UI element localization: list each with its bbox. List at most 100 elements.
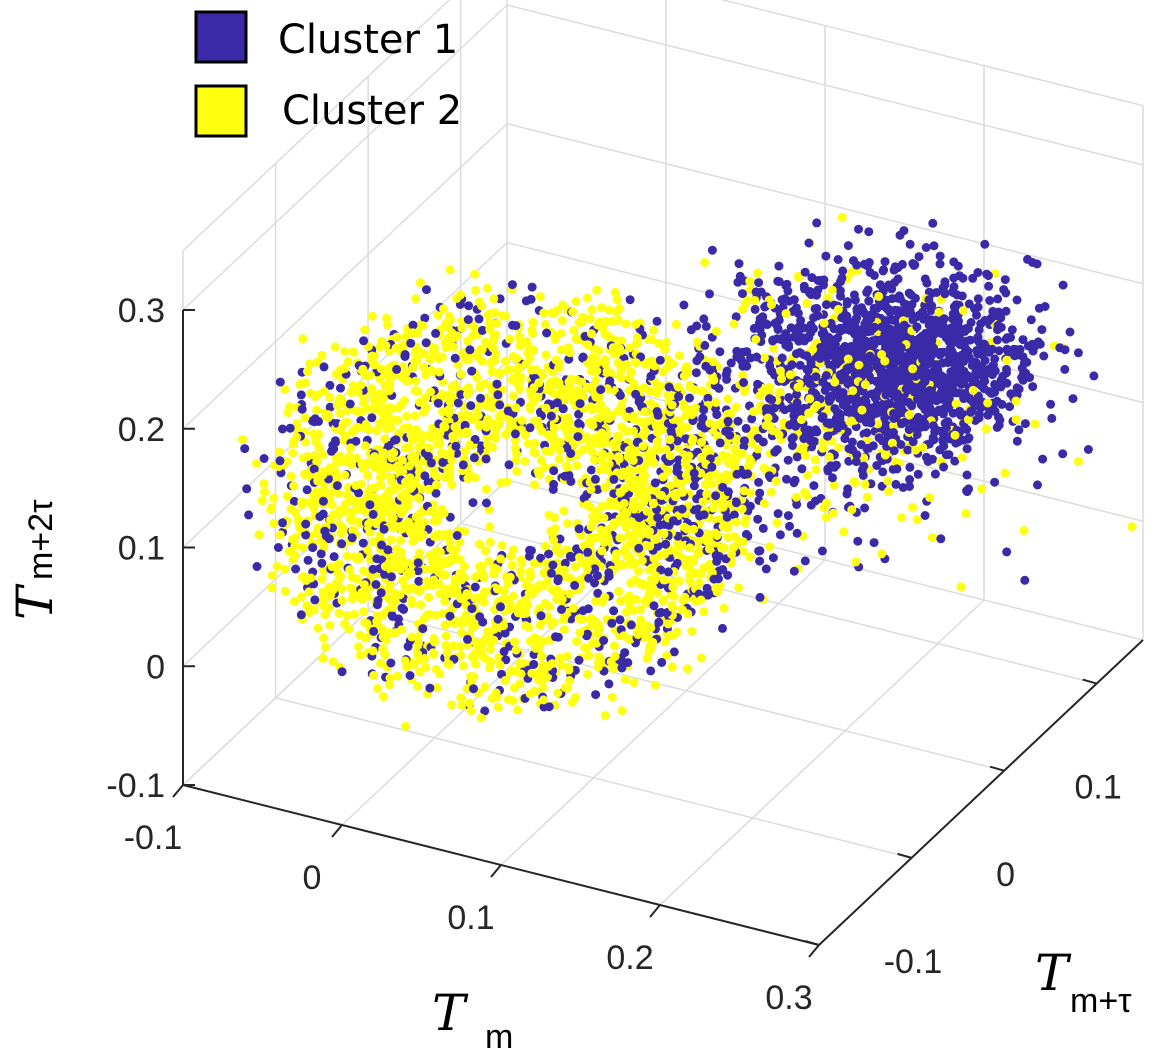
point-cluster-1 — [546, 568, 556, 578]
point-cluster-1 — [859, 461, 869, 471]
point-cluster-1 — [944, 450, 954, 460]
point-cluster-2 — [362, 619, 372, 628]
point-cluster-1 — [887, 294, 897, 304]
point-cluster-1 — [536, 611, 546, 621]
y-axis-title: T m+τ — [1035, 944, 1132, 1020]
point-cluster-2 — [559, 565, 569, 575]
point-cluster-1 — [774, 261, 784, 271]
point-cluster-1 — [964, 484, 974, 494]
point-cluster-1 — [1002, 547, 1012, 557]
point-cluster-1 — [803, 373, 813, 383]
point-cluster-1 — [1037, 325, 1047, 335]
point-cluster-2 — [850, 478, 860, 488]
point-cluster-2 — [376, 471, 386, 481]
point-cluster-1 — [950, 361, 960, 371]
point-cluster-2 — [582, 293, 592, 303]
point-cluster-2 — [678, 596, 688, 605]
point-cluster-2 — [803, 470, 812, 480]
point-cluster-1 — [510, 429, 520, 439]
point-cluster-2 — [857, 405, 867, 415]
point-cluster-2 — [405, 461, 414, 471]
point-cluster-1 — [869, 271, 879, 280]
point-cluster-2 — [495, 660, 505, 670]
point-cluster-2 — [458, 661, 468, 671]
y-tick — [1082, 678, 1097, 685]
point-cluster-2 — [791, 492, 801, 502]
point-cluster-2 — [654, 338, 664, 348]
point-cluster-2 — [587, 305, 597, 315]
point-cluster-1 — [830, 404, 840, 414]
point-cluster-1 — [431, 488, 441, 498]
point-cluster-1 — [672, 558, 682, 568]
z-tick-label: 0.3 — [118, 292, 165, 330]
point-cluster-1 — [892, 376, 902, 385]
point-cluster-2 — [411, 512, 421, 522]
point-cluster-1 — [310, 417, 320, 427]
point-cluster-1 — [278, 424, 287, 434]
svg-text:m: m — [485, 1018, 513, 1053]
point-cluster-1 — [244, 510, 254, 520]
point-cluster-1 — [842, 297, 852, 307]
point-cluster-2 — [354, 517, 363, 527]
point-cluster-1 — [795, 360, 805, 370]
point-cluster-1 — [699, 405, 709, 415]
point-cluster-1 — [965, 335, 975, 345]
point-cluster-1 — [336, 383, 345, 393]
point-cluster-2 — [450, 574, 460, 584]
point-cluster-2 — [387, 404, 397, 414]
point-cluster-2 — [489, 294, 499, 304]
point-cluster-1 — [422, 285, 431, 295]
point-cluster-2 — [447, 382, 457, 392]
point-cluster-1 — [818, 377, 828, 387]
point-cluster-2 — [298, 334, 308, 344]
point-cluster-2 — [785, 370, 795, 380]
point-cluster-2 — [562, 462, 572, 472]
point-cluster-2 — [586, 402, 596, 412]
point-cluster-2 — [745, 488, 755, 498]
point-cluster-2 — [480, 546, 490, 556]
point-cluster-1 — [480, 706, 490, 716]
point-cluster-1 — [928, 421, 938, 431]
point-cluster-2 — [366, 370, 375, 380]
point-cluster-2 — [759, 353, 769, 363]
point-cluster-1 — [743, 469, 753, 479]
point-cluster-1 — [806, 320, 816, 330]
point-cluster-2 — [492, 318, 502, 328]
point-cluster-1 — [864, 296, 874, 306]
point-cluster-1 — [1058, 280, 1068, 290]
point-cluster-1 — [1006, 333, 1015, 342]
point-cluster-2 — [500, 311, 510, 321]
y-tick — [897, 852, 912, 859]
point-cluster-1 — [936, 388, 946, 397]
point-cluster-2 — [555, 548, 565, 558]
point-cluster-1 — [854, 340, 864, 350]
point-cluster-2 — [351, 481, 361, 490]
point-cluster-1 — [854, 224, 863, 234]
point-cluster-2 — [638, 471, 648, 481]
point-cluster-2 — [648, 499, 658, 509]
point-cluster-2 — [687, 410, 697, 420]
point-cluster-1 — [825, 419, 835, 429]
point-cluster-1 — [503, 406, 513, 416]
point-cluster-2 — [712, 515, 722, 525]
point-cluster-2 — [289, 597, 299, 607]
point-cluster-2 — [340, 499, 350, 509]
point-cluster-2 — [445, 537, 455, 547]
point-cluster-2 — [463, 474, 473, 483]
point-cluster-1 — [387, 610, 397, 620]
point-cluster-2 — [839, 527, 849, 537]
point-cluster-1 — [984, 315, 994, 325]
point-cluster-1 — [792, 398, 802, 408]
point-cluster-1 — [980, 239, 990, 249]
point-cluster-2 — [354, 552, 364, 562]
point-cluster-1 — [469, 684, 478, 694]
point-cluster-2 — [509, 591, 519, 601]
point-cluster-2 — [368, 537, 378, 547]
point-cluster-1 — [1005, 402, 1015, 412]
point-cluster-1 — [896, 368, 906, 378]
point-cluster-2 — [1011, 414, 1021, 424]
point-cluster-2 — [445, 463, 455, 473]
point-cluster-2 — [616, 366, 626, 376]
point-cluster-2 — [334, 559, 344, 569]
point-cluster-1 — [835, 286, 845, 296]
